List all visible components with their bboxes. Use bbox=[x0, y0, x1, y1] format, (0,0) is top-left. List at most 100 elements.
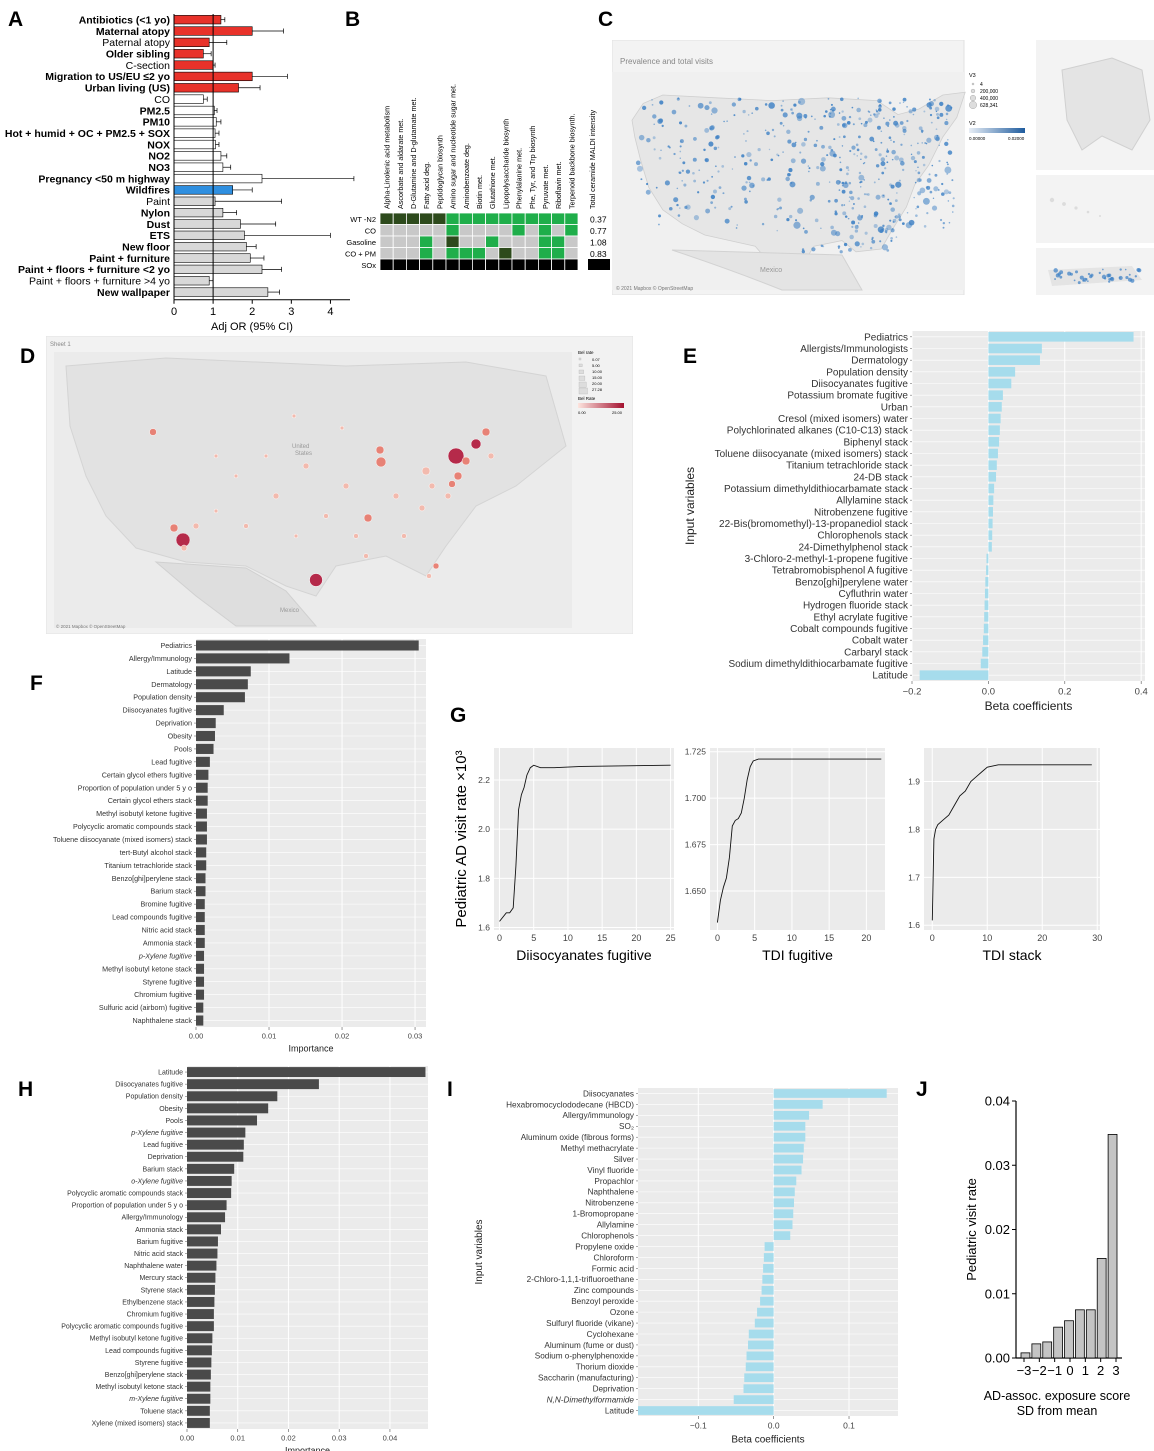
category-label: Mercury stack bbox=[139, 1275, 183, 1282]
c-bubble bbox=[823, 114, 826, 118]
d-legend-color-max: 25.00 bbox=[612, 410, 623, 415]
bar bbox=[743, 1384, 774, 1394]
c-bubble bbox=[676, 203, 679, 207]
c-bubble bbox=[776, 229, 779, 232]
c-bubble bbox=[717, 146, 720, 149]
bar bbox=[773, 1089, 887, 1098]
g-x-tick-label: 5 bbox=[531, 933, 536, 943]
b-cell bbox=[406, 224, 421, 237]
bar bbox=[762, 1274, 774, 1284]
c-bubble bbox=[789, 214, 793, 219]
b-total-value: 0.37 bbox=[590, 214, 607, 224]
b-total-label: Total ceramide MALDI intensity bbox=[588, 110, 597, 209]
bar bbox=[196, 950, 205, 961]
c-bubble bbox=[749, 159, 752, 162]
c-bubble bbox=[846, 121, 851, 125]
b-column-label: Pyruvate met. bbox=[541, 165, 550, 209]
c-bubble bbox=[945, 104, 953, 112]
c-bubble bbox=[782, 125, 785, 127]
category-label: Tetrabromobisphenol A fugitive bbox=[772, 566, 909, 577]
c-bubble bbox=[887, 198, 890, 201]
c-bubble bbox=[923, 225, 927, 228]
a-bar bbox=[173, 208, 224, 218]
d-bubble bbox=[487, 452, 495, 460]
c-bubble bbox=[676, 187, 679, 190]
c-bubble bbox=[926, 212, 929, 215]
a-bar bbox=[173, 151, 222, 161]
category-label: Population density bbox=[133, 693, 192, 702]
b-total-value: 0.77 bbox=[590, 226, 607, 236]
c-bubble bbox=[947, 200, 950, 202]
c-bubble bbox=[842, 135, 846, 139]
a-bar bbox=[173, 15, 222, 25]
category-label: Potassium bromate fugitive bbox=[787, 391, 908, 402]
j-x-tick-label: −1 bbox=[1047, 1363, 1062, 1378]
b-cell bbox=[419, 212, 434, 225]
j-bar bbox=[1107, 1134, 1118, 1359]
c-bubble bbox=[946, 163, 949, 166]
b-cell bbox=[419, 258, 434, 270]
a-category-label: NOX bbox=[147, 139, 170, 151]
c-bubble bbox=[851, 145, 856, 150]
c-bubble bbox=[747, 114, 750, 116]
category-label: N,N-Dimethylformamide bbox=[547, 1395, 635, 1404]
b-cell bbox=[537, 224, 552, 237]
c-bubble bbox=[776, 208, 779, 211]
x-tick-label: 0.4 bbox=[1135, 687, 1148, 698]
c-bubble bbox=[714, 206, 717, 209]
c-bubble bbox=[922, 163, 926, 167]
j-y-tick-label: 0.00 bbox=[985, 1351, 1010, 1366]
c-bubble bbox=[889, 119, 891, 121]
category-label: Naphthalene stack bbox=[132, 1016, 192, 1025]
c-bubble bbox=[899, 121, 904, 125]
d-map-credit: © 2021 Mapbox © OpenStreetMap bbox=[56, 623, 126, 629]
c-bubble bbox=[779, 121, 783, 125]
category-label: Titanium tetrachloride stack bbox=[104, 861, 192, 870]
bar bbox=[988, 542, 992, 552]
c-bubble bbox=[708, 141, 714, 147]
g-y-tick-label: 1.6 bbox=[908, 920, 920, 930]
bar bbox=[187, 1091, 278, 1102]
c-bubble bbox=[848, 247, 852, 252]
c-bubble bbox=[679, 139, 684, 144]
c-bubble bbox=[861, 242, 865, 246]
a-category-label: C-section bbox=[126, 60, 171, 72]
b-cell bbox=[524, 224, 539, 237]
bar bbox=[196, 834, 207, 845]
c-legend-v2-max: 0.02000 bbox=[1008, 136, 1025, 141]
c-bubble bbox=[731, 102, 737, 107]
c-bubble bbox=[657, 118, 663, 124]
c-bubble bbox=[748, 181, 751, 184]
c-bubble bbox=[906, 106, 908, 108]
bar bbox=[773, 1165, 802, 1175]
category-label: Pediatrics bbox=[160, 641, 192, 650]
bar bbox=[196, 912, 205, 923]
c-bubble bbox=[851, 106, 854, 109]
d-bubble bbox=[461, 456, 471, 466]
panel-label-f: F bbox=[30, 672, 43, 695]
bar bbox=[196, 795, 208, 806]
c-bubble bbox=[864, 155, 868, 159]
c-bubble bbox=[724, 218, 730, 224]
c-bubble bbox=[802, 227, 805, 230]
category-label: Sodium o-phenylphenoxide bbox=[535, 1352, 635, 1361]
category-label: Styrene fugitive bbox=[135, 1360, 183, 1367]
bar bbox=[187, 1200, 227, 1211]
a-bar bbox=[173, 253, 251, 263]
j-y-tick-label: 0.02 bbox=[985, 1222, 1010, 1237]
bar bbox=[773, 1100, 823, 1109]
category-label: Pediatrics bbox=[864, 332, 908, 343]
c-bubble bbox=[739, 97, 742, 101]
bar bbox=[196, 847, 207, 858]
a-category-label: Hot + humid + OC + PM2.5 + SOX bbox=[5, 128, 170, 140]
c-bubble bbox=[875, 164, 880, 168]
category-label: Allylamine stack bbox=[836, 496, 909, 507]
bar bbox=[988, 530, 993, 540]
a-category-label: Older sibling bbox=[106, 49, 170, 61]
c-bubble bbox=[869, 246, 873, 250]
category-label: Barium stack bbox=[150, 887, 192, 896]
bar bbox=[196, 963, 205, 974]
bar bbox=[773, 1198, 794, 1208]
c-bubble bbox=[935, 136, 940, 142]
c-bubble bbox=[915, 214, 918, 217]
